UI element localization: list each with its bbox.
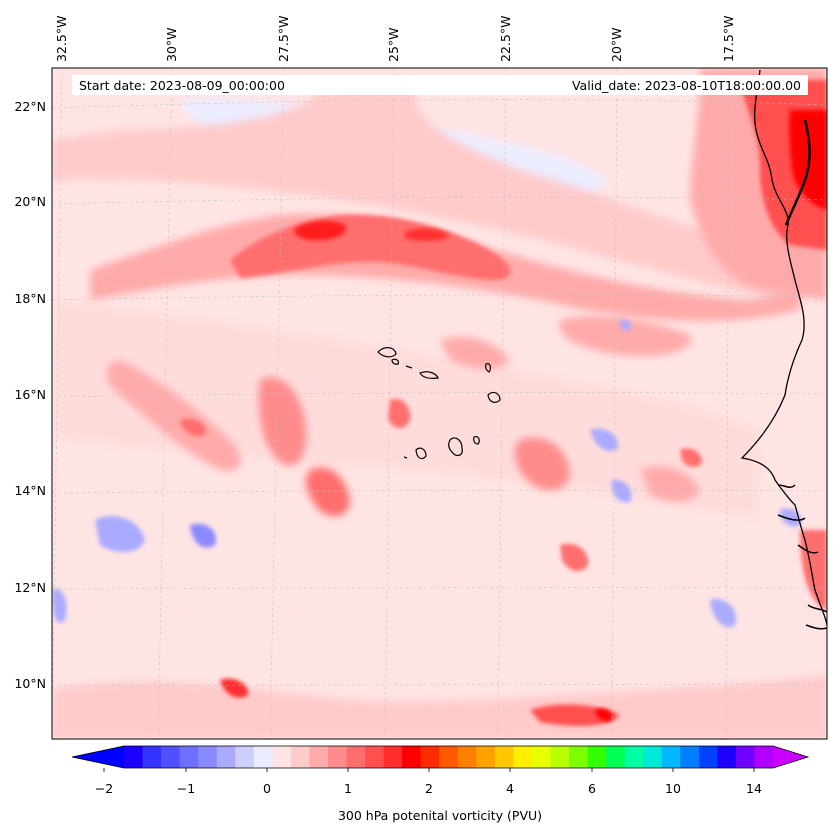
colorbar-segment xyxy=(216,746,236,768)
colorbar-segment xyxy=(161,746,181,768)
colorbar-segment xyxy=(402,746,422,768)
map-frame xyxy=(51,67,828,740)
pv-patch xyxy=(560,543,589,572)
lon-label: 17.5°W xyxy=(721,15,736,62)
colorbar-segment xyxy=(550,746,570,768)
colorbar-tick-label: 0 xyxy=(263,781,271,796)
graticule xyxy=(52,68,827,739)
colorbar-segment xyxy=(198,746,218,768)
pv-negative-patch xyxy=(52,589,67,623)
pv-patch xyxy=(388,398,411,429)
colorbar-segment xyxy=(327,746,348,768)
cape-verde-islands xyxy=(377,347,501,460)
colorbar-segment xyxy=(587,746,607,768)
pv-negative-patch xyxy=(619,319,632,331)
colorbar-segment xyxy=(698,746,718,768)
colorbar-segment xyxy=(569,746,589,768)
pv-negative-patch xyxy=(190,523,216,548)
lon-label: 20°W xyxy=(609,27,624,62)
coastline-detail xyxy=(784,119,811,226)
pv-patch xyxy=(180,418,206,437)
pv-patch xyxy=(680,448,702,468)
lon-label: 27.5°W xyxy=(276,15,291,62)
info-box xyxy=(72,75,808,95)
pv-south-max xyxy=(595,708,613,722)
colorbar-segment xyxy=(680,746,700,768)
colorbar-segment xyxy=(420,746,440,768)
colorbar-segment xyxy=(624,746,644,768)
colorbar xyxy=(71,745,810,772)
colorbar-segment xyxy=(272,746,292,768)
lon-label: 22.5°W xyxy=(498,15,513,62)
colorbar-segment xyxy=(643,746,663,768)
colorbar-segment xyxy=(142,746,162,768)
colorbar-segment xyxy=(383,746,403,768)
lat-label: 16°N xyxy=(14,387,46,402)
colorbar-segment xyxy=(253,746,273,768)
pv-patch xyxy=(640,466,700,502)
pv-band-max xyxy=(405,228,450,241)
african-coastline xyxy=(740,69,827,626)
colorbar-segment xyxy=(365,746,385,768)
lat-label: 20°N xyxy=(14,194,46,209)
colorbar-tick-label: 1 xyxy=(344,781,352,796)
colorbar-tick-label: −2 xyxy=(94,781,114,796)
colorbar-tick-label: 14 xyxy=(746,781,762,796)
pv-negative-patch xyxy=(590,428,619,451)
valid-date-label: Valid_date: 2023-08-10T18:00:00.00 xyxy=(571,78,801,93)
colorbar-segment xyxy=(717,746,737,768)
pv-negative-patch xyxy=(710,599,736,628)
colorbar-extend-max xyxy=(773,746,808,768)
colorbar-segment xyxy=(179,746,199,768)
colorbar-segment xyxy=(124,746,144,768)
pv-patch xyxy=(305,467,350,517)
colorbar-title: 300 hPa potenital vorticity (PVU) xyxy=(337,808,543,823)
colorbar-segment xyxy=(439,746,459,768)
lat-label: 18°N xyxy=(14,291,46,306)
colorbar-segment xyxy=(661,746,681,768)
colorbar-segment xyxy=(531,746,552,768)
lat-label: 22°N xyxy=(14,99,46,114)
colorbar-outline xyxy=(71,745,810,769)
lat-label: 14°N xyxy=(14,483,46,498)
colorbar-segment xyxy=(735,746,756,768)
colorbar-segment xyxy=(476,746,496,768)
colorbar-tick-label: 4 xyxy=(506,781,514,796)
colorbar-segment xyxy=(513,746,533,768)
colorbar-segment xyxy=(309,746,329,768)
colorbar-segment xyxy=(754,746,774,768)
lat-label: 12°N xyxy=(14,580,46,595)
pv-patch xyxy=(514,437,570,491)
pv-patch xyxy=(440,336,510,370)
colorbar-tick-label: 10 xyxy=(665,781,681,796)
pv-patch xyxy=(559,315,692,357)
colorbar-extend-min xyxy=(72,746,124,768)
colorbar-segment xyxy=(457,746,477,768)
colorbar-segment xyxy=(606,746,626,768)
colorbar-segment xyxy=(290,746,311,768)
colorbar-tick-label: 2 xyxy=(425,781,433,796)
pv-south-max xyxy=(220,678,249,698)
colorbar-segment xyxy=(235,746,255,768)
lon-label: 32.5°W xyxy=(54,15,69,62)
pv-band-wide xyxy=(52,80,800,300)
coastline-detail xyxy=(777,484,827,630)
colorbar-tick-label: 6 xyxy=(588,781,596,796)
start-date-label: Start date: 2023-08-09_00:00:00 xyxy=(79,78,285,93)
colorbar-segment xyxy=(494,746,514,768)
colorbar-tick-label: −1 xyxy=(176,781,196,796)
pv-negative-patch xyxy=(780,508,802,527)
lon-label: 25°W xyxy=(386,27,401,62)
pv-patch xyxy=(258,377,307,466)
pv-negative-patch xyxy=(95,516,145,552)
lon-label: 30°W xyxy=(164,27,179,62)
pv-patch xyxy=(106,360,241,471)
pv-band-max xyxy=(294,220,346,241)
colorbar-segment xyxy=(346,746,366,768)
lat-label: 10°N xyxy=(14,676,46,691)
pv-negative-patch xyxy=(611,479,632,503)
